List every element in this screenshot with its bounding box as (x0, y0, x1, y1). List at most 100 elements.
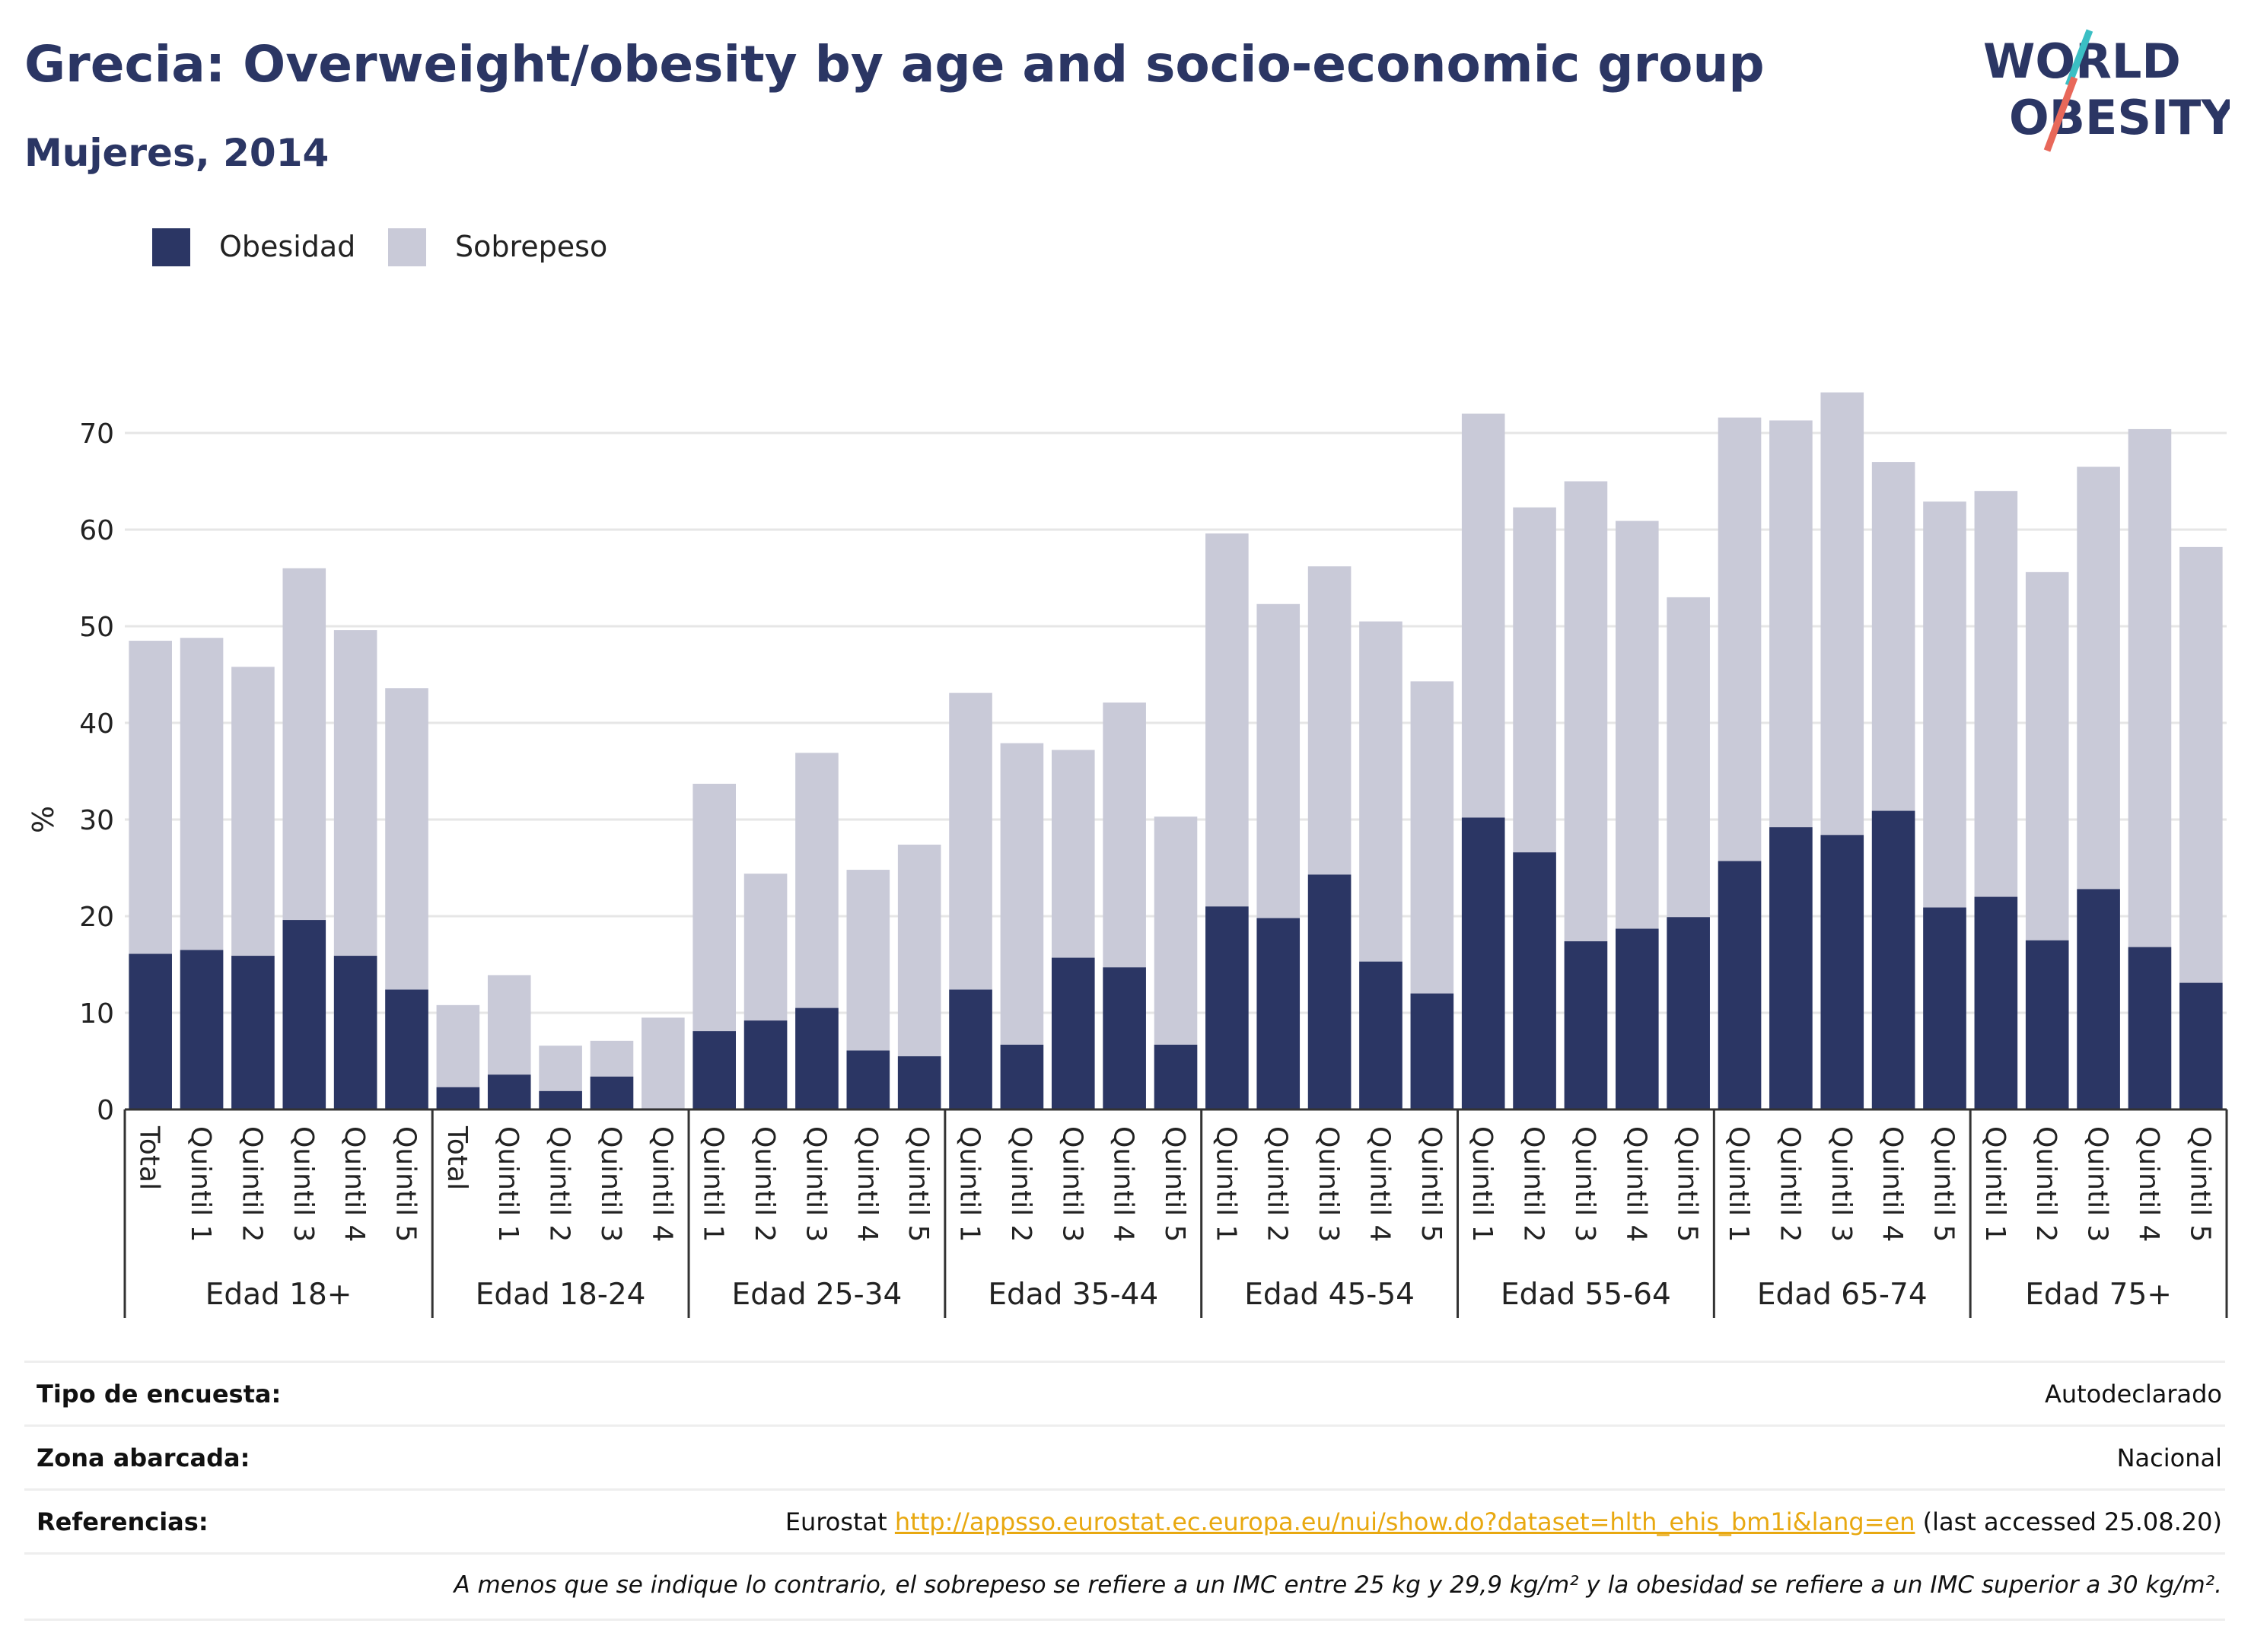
x-tick-label: Quintil 4 (646, 1126, 677, 1242)
x-tick-label: Quintil 5 (390, 1126, 422, 1242)
bar-obesity (1513, 852, 1556, 1109)
x-tick-label: Quintil 5 (903, 1126, 934, 1242)
x-tick-label: Quintil 3 (1313, 1126, 1344, 1242)
group-label: Edad 18-24 (476, 1278, 646, 1312)
x-tick-label: Quintil 5 (1928, 1126, 1959, 1242)
bar-obesity (1205, 906, 1249, 1109)
y-tick-label: 30 (79, 805, 114, 836)
bar-chart: 0 10 20 30 40 50 60 70% Total Quintil 1 Quintil 2 Q… (27, 392, 2228, 1318)
logo-slash-teal (2065, 29, 2093, 87)
x-tick-label: Quintil 3 (288, 1126, 319, 1242)
x-tick-label: Quintil 3 (595, 1126, 626, 1242)
bar-obesity (231, 956, 275, 1109)
bar-obesity (539, 1090, 582, 1109)
bar-obesity (1667, 917, 1710, 1109)
bar-obesity (590, 1076, 634, 1109)
x-tick-label: Quintil 1 (492, 1126, 524, 1242)
x-tick-label: Quintil 4 (1877, 1126, 1908, 1242)
bar-obesity (795, 1007, 839, 1109)
bar-obesity (897, 1056, 941, 1109)
group-label: Edad 35-44 (988, 1278, 1158, 1312)
bar-obesity (1615, 928, 1659, 1109)
x-tick-label: Quintil 2 (1262, 1126, 1293, 1242)
bar-obesity (1256, 918, 1301, 1109)
bar-obesity (2128, 947, 2172, 1109)
x-tick-label: Quintil 3 (1056, 1126, 1087, 1242)
bar-obesity (1769, 827, 1813, 1109)
reference-source: Eurostat (785, 1507, 895, 1536)
x-tick-label: Quintil 4 (1364, 1126, 1395, 1242)
bar-obesity (1410, 993, 1454, 1109)
bar-obesity (2025, 940, 2069, 1109)
bar-obesity (1154, 1044, 1198, 1109)
bar-obesity (846, 1050, 890, 1109)
bar-obesity (1718, 861, 1762, 1109)
bar-obesity (2077, 889, 2120, 1109)
bar-obesity (1820, 835, 1864, 1109)
x-tick-label: Quintil 3 (1569, 1126, 1600, 1242)
x-tick-label: Quintil 1 (185, 1126, 216, 1242)
definition-note: A menos que se indique lo contrario, el … (454, 1571, 2222, 1599)
x-tick-label: Quintil 1 (698, 1126, 729, 1242)
reference-link[interactable]: http://appsso.eurostat.ec.europa.eu/nui/… (894, 1507, 1915, 1536)
area-label: Zona abarcada: (37, 1444, 250, 1472)
survey-type-value: Autodeclarado (2044, 1380, 2222, 1408)
info-row-area: Zona abarcada: Nacional (24, 1424, 2225, 1491)
bar-obesity (1000, 1044, 1044, 1109)
bar-obesity (1974, 896, 2018, 1109)
bar-obesity (1461, 817, 1505, 1109)
bar-obesity (282, 920, 326, 1109)
info-row-survey: Tipo de encuesta: Autodeclarado (24, 1361, 2225, 1427)
x-tick-label: Quintil 2 (749, 1126, 780, 1242)
legend-label-overweight: Sobrepeso (455, 230, 608, 263)
bar-obesity (1564, 941, 1608, 1109)
x-tick-label: Quintil 2 (544, 1126, 575, 1242)
group-label: Edad 75+ (2025, 1278, 2172, 1312)
group-label: Edad 55-64 (1501, 1278, 1671, 1312)
world-obesity-logo: WORLD OBESITY (1983, 29, 2230, 152)
x-tick-label: Quintil 2 (2030, 1126, 2062, 1242)
bar-obesity (180, 950, 224, 1109)
x-tick-label: Quintil 3 (800, 1126, 831, 1242)
x-tick-label: Quintil 1 (1210, 1126, 1241, 1242)
x-tick-label: Quintil 2 (236, 1126, 267, 1242)
x-tick-label: Quintil 5 (1672, 1126, 1703, 1242)
bar-obesity (1923, 907, 1966, 1109)
bar-obesity (1051, 957, 1095, 1109)
bar-obesity (487, 1074, 531, 1109)
x-tick-label: Total (441, 1125, 473, 1190)
bar-obesity (692, 1031, 737, 1109)
y-tick-label: 10 (79, 998, 114, 1030)
x-tick-label: Quintil 4 (1108, 1126, 1139, 1242)
info-row-references: Referencias: Eurostat http://appsso.euro… (24, 1488, 2225, 1555)
bar-obesity (1871, 810, 1915, 1109)
y-tick-label: 50 (79, 612, 114, 643)
y-axis-title: % (27, 806, 60, 833)
info-row-note: A menos que se indique lo contrario, el … (24, 1552, 2225, 1621)
survey-type-label: Tipo de encuesta: (37, 1380, 282, 1408)
bar-obesity (385, 989, 428, 1109)
x-tick-label: Quintil 3 (2082, 1126, 2113, 1242)
bar-overweight (642, 1017, 685, 1109)
y-tick-label: 60 (79, 515, 114, 546)
bar-obesity (129, 953, 172, 1109)
x-tick-label: Quintil 5 (1159, 1126, 1190, 1242)
bar-obesity (949, 989, 992, 1109)
area-value: Nacional (2116, 1444, 2222, 1472)
bar-obesity (2179, 982, 2223, 1109)
group-label: Edad 65-74 (1757, 1278, 1928, 1312)
bar-obesity (436, 1087, 480, 1109)
group-label: Edad 45-54 (1244, 1278, 1415, 1312)
chart-title: Grecia: Overweight/obesity by age and so… (24, 35, 1765, 94)
y-tick-label: 0 (97, 1095, 114, 1126)
logo-slash-coral (2043, 76, 2078, 152)
legend-swatch-overweight (388, 228, 426, 266)
x-tick-label: Quintil 4 (852, 1126, 883, 1242)
x-tick-label: Quintil 2 (1005, 1126, 1036, 1242)
y-tick-label: 40 (79, 708, 114, 740)
legend-swatch-obesity (152, 228, 190, 266)
x-tick-label: Quintil 2 (1774, 1126, 1805, 1242)
x-tick-label: Quintil 4 (339, 1126, 370, 1242)
x-tick-label: Quintil 5 (1415, 1126, 1447, 1242)
x-tick-label: Quintil 1 (1466, 1126, 1498, 1242)
